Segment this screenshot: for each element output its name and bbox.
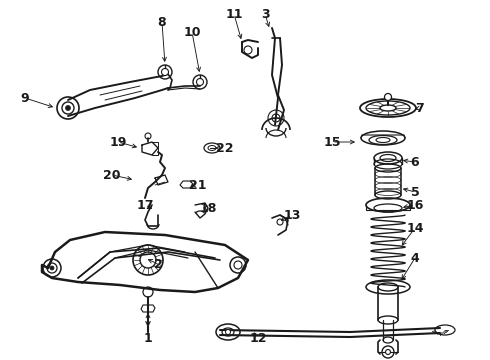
Text: 2: 2 [154, 257, 162, 270]
Text: 4: 4 [411, 252, 419, 265]
Text: 8: 8 [158, 15, 166, 28]
Text: 10: 10 [183, 26, 201, 39]
Text: 11: 11 [225, 8, 243, 21]
Text: 9: 9 [21, 91, 29, 104]
Text: 1: 1 [144, 332, 152, 345]
Text: 21: 21 [189, 179, 207, 192]
Text: 15: 15 [323, 135, 341, 149]
Circle shape [66, 105, 71, 111]
Circle shape [196, 78, 203, 86]
Text: 5: 5 [411, 185, 419, 198]
Text: 17: 17 [136, 198, 154, 212]
Circle shape [50, 266, 54, 270]
Text: 18: 18 [199, 202, 217, 215]
Circle shape [386, 350, 391, 355]
Circle shape [225, 329, 230, 334]
Text: 22: 22 [216, 141, 234, 154]
Polygon shape [180, 181, 193, 188]
Text: 14: 14 [406, 221, 424, 234]
Text: 12: 12 [249, 332, 267, 345]
Circle shape [385, 94, 392, 100]
Text: 16: 16 [406, 198, 424, 212]
Text: 19: 19 [109, 135, 127, 149]
Text: 13: 13 [283, 208, 301, 221]
Text: 6: 6 [411, 156, 419, 168]
Text: 7: 7 [416, 102, 424, 114]
Circle shape [162, 68, 169, 76]
Polygon shape [141, 305, 155, 312]
Text: 3: 3 [261, 8, 270, 21]
Text: 20: 20 [103, 168, 121, 181]
